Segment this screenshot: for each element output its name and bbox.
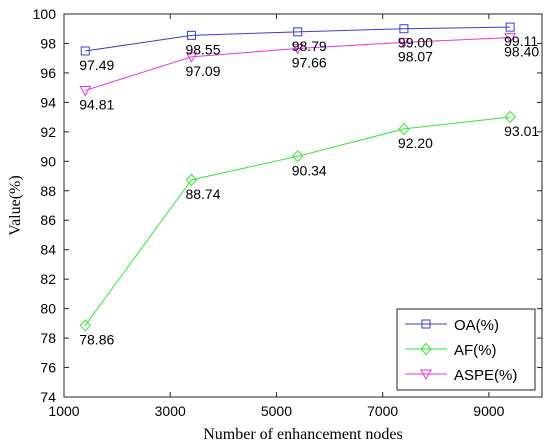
data-point-af: [398, 122, 410, 136]
data-point-aspe: [291, 43, 304, 55]
series-line-oa: [85, 26, 511, 52]
data-label-aspe: 98.40: [504, 44, 539, 60]
y-tick-label: 84: [40, 242, 56, 258]
y-tick-label: 88: [40, 183, 56, 199]
data-label-oa: 99.11: [504, 33, 538, 49]
data-label-aspe: 97.09: [185, 63, 220, 79]
data-label-aspe: 98.07: [398, 48, 433, 64]
legend-label-aspe: ASPE(%): [454, 367, 517, 384]
data-label-oa: 98.79: [292, 38, 327, 54]
data-label-aspe: 94.81: [79, 96, 114, 112]
y-tick-label: 86: [40, 212, 56, 228]
data-point-aspe: [504, 33, 516, 44]
data-label-af: 90.34: [292, 162, 327, 178]
y-tick-label: 74: [40, 389, 56, 405]
series-line-af: [84, 116, 511, 326]
y-tick-label: 94: [40, 94, 56, 110]
x-tick-label: 5000: [261, 403, 292, 419]
y-axis-title: Value(%): [7, 175, 24, 235]
data-label-af: 93.01: [504, 123, 539, 139]
data-label-oa: 98.55: [185, 41, 220, 57]
legend-label-af: AF(%): [454, 342, 497, 359]
data-label-af: 78.86: [79, 331, 114, 347]
plot-frame: [63, 13, 543, 398]
data-point-af: [504, 110, 516, 124]
data-point-oa: [399, 24, 409, 34]
y-tick-label: 78: [40, 330, 56, 346]
series-line-aspe: [85, 37, 511, 91]
data-point-aspe: [185, 52, 198, 63]
x-axis-title: Number of enhancement nodes: [203, 426, 402, 443]
data-label-af: 92.20: [398, 135, 433, 151]
data-label-oa: 97.49: [79, 57, 114, 73]
y-tick-label: 82: [40, 271, 56, 287]
data-point-oa: [293, 27, 303, 37]
data-label-aspe: 97.66: [292, 54, 327, 70]
y-tick-label: 100: [33, 6, 57, 22]
y-tick-label: 92: [40, 124, 56, 140]
y-tick-label: 80: [40, 301, 56, 317]
data-point-oa: [80, 46, 90, 56]
data-label-oa: 99.00: [398, 35, 433, 51]
x-tick-label: 9000: [473, 403, 504, 419]
data-point-oa: [505, 22, 515, 32]
data-point-aspe: [79, 85, 92, 97]
data-label-af: 88.74: [185, 186, 220, 202]
legend-label-oa: OA(%): [454, 317, 499, 334]
legend-marker-af: [420, 342, 432, 356]
data-point-oa: [186, 30, 196, 40]
data-point-af: [185, 173, 198, 187]
legend-marker-aspe: [420, 369, 432, 381]
y-tick-label: 98: [40, 35, 56, 51]
y-tick-label: 90: [40, 153, 56, 169]
y-tick-label: 76: [40, 360, 56, 376]
legend-marker-oa: [421, 319, 431, 329]
y-tick-label: 96: [40, 65, 56, 81]
data-point-af: [292, 150, 304, 163]
data-point-af: [79, 319, 91, 332]
x-tick-label: 1000: [48, 403, 79, 419]
x-tick-label: 7000: [367, 403, 398, 419]
data-point-aspe: [398, 37, 410, 49]
x-tick-label: 3000: [155, 403, 186, 419]
legend: OA(%) AF(%) ASPE(%): [396, 308, 536, 391]
